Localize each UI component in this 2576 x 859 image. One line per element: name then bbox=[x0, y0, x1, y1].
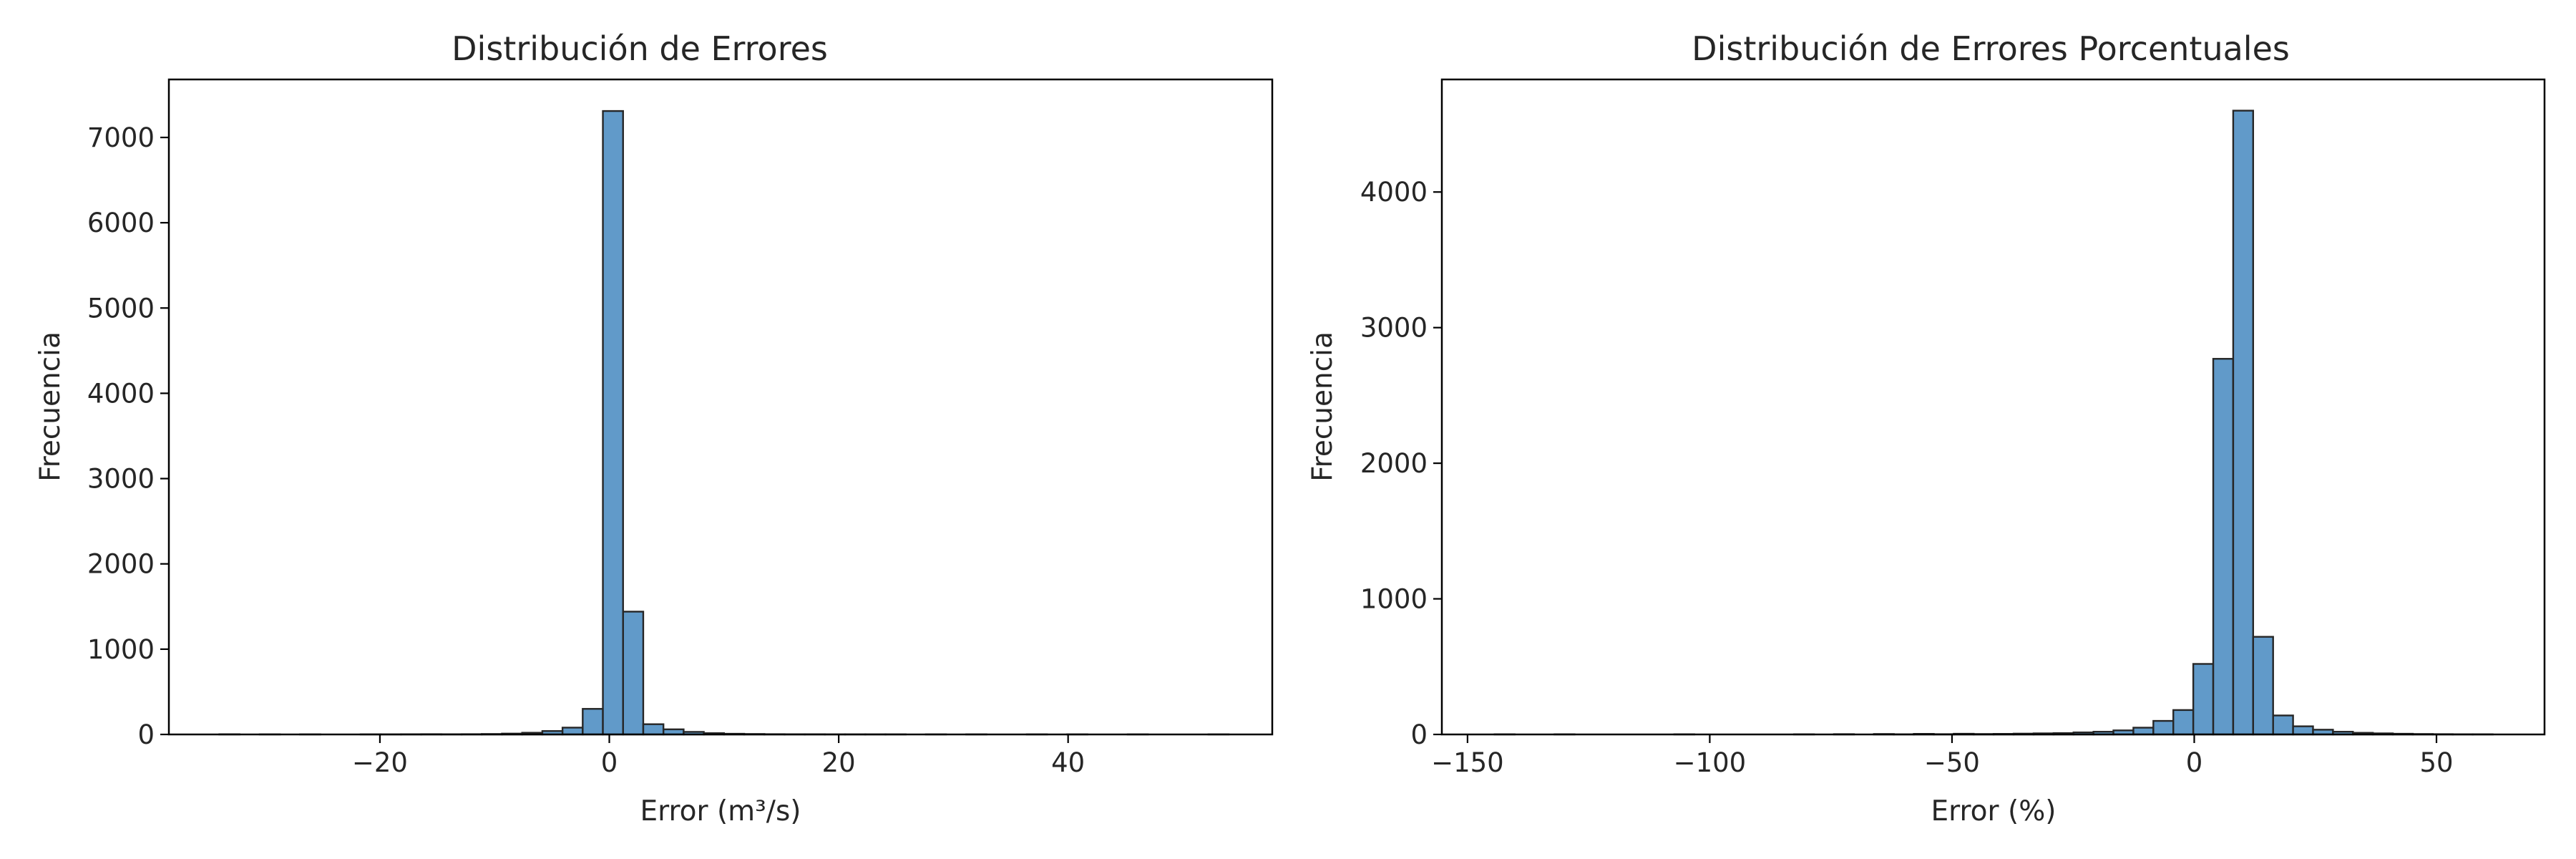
histogram-bar bbox=[2132, 727, 2155, 736]
histogram-bars bbox=[218, 110, 1230, 736]
y-tick-label: 1000 bbox=[87, 634, 155, 665]
histogram-bar bbox=[642, 723, 665, 736]
chart-percent-errors: Distribución de Errores Porcentuales −15… bbox=[1307, 29, 2546, 828]
histogram-bar bbox=[622, 611, 645, 736]
x-axis-ticks: −20 0 20 40 bbox=[352, 734, 1085, 778]
chart-title: Distribución de Errores bbox=[452, 29, 828, 68]
x-tick-label: 0 bbox=[2186, 747, 2203, 778]
x-axis-label: Error (%) bbox=[1931, 795, 2057, 828]
plot-frame bbox=[167, 78, 1274, 736]
histogram-bar bbox=[561, 727, 584, 736]
y-tick-label: 4000 bbox=[1360, 177, 1428, 208]
y-tick-label: 5000 bbox=[87, 293, 155, 324]
y-axis-ticks: 0 1000 2000 3000 4000 bbox=[1360, 177, 1442, 750]
histogram-bar bbox=[2252, 636, 2274, 736]
x-tick-label: 20 bbox=[822, 747, 856, 778]
y-tick-label: 7000 bbox=[87, 122, 155, 153]
histogram-bar bbox=[2292, 725, 2314, 736]
y-tick-label: 4000 bbox=[87, 378, 155, 409]
chart-title: Distribución de Errores Porcentuales bbox=[1692, 29, 2290, 68]
plot-frame bbox=[1440, 78, 2546, 736]
y-tick-label: 0 bbox=[137, 719, 155, 750]
y-tick-label: 0 bbox=[1410, 719, 1428, 750]
x-axis-label: Error (m³/s) bbox=[640, 795, 801, 828]
x-tick-label: −100 bbox=[1674, 747, 1747, 778]
histogram-bar bbox=[2212, 358, 2235, 736]
histogram-bar bbox=[582, 708, 604, 736]
y-axis-label: Frecuencia bbox=[34, 331, 67, 482]
x-tick-label: 0 bbox=[601, 747, 618, 778]
histogram-bar bbox=[2192, 663, 2215, 736]
x-axis-ticks: −150 −100 −50 0 50 bbox=[1431, 734, 2454, 778]
y-tick-label: 3000 bbox=[1360, 313, 1428, 344]
x-tick-label: 50 bbox=[2419, 747, 2453, 778]
x-tick-label: −150 bbox=[1431, 747, 1504, 778]
y-axis-label: Frecuencia bbox=[1307, 331, 1339, 482]
histogram-bar bbox=[2152, 719, 2175, 736]
y-tick-label: 2000 bbox=[87, 549, 155, 580]
histogram-bars bbox=[1493, 110, 2494, 736]
y-tick-label: 1000 bbox=[1360, 584, 1428, 615]
histogram-bar bbox=[2172, 709, 2195, 736]
y-tick-label: 2000 bbox=[1360, 448, 1428, 479]
y-tick-label: 3000 bbox=[87, 464, 155, 495]
y-axis-ticks: 0 1000 2000 3000 4000 5000 6000 7000 bbox=[87, 122, 169, 750]
histogram-bar bbox=[602, 110, 624, 736]
y-tick-label: 6000 bbox=[87, 208, 155, 238]
x-tick-label: 40 bbox=[1051, 747, 1085, 778]
x-tick-label: −50 bbox=[1924, 747, 1980, 778]
histogram-bar bbox=[2232, 110, 2255, 736]
x-tick-label: −20 bbox=[352, 747, 408, 778]
histogram-bar bbox=[2272, 714, 2294, 736]
chart-errors: Distribución de Errores −20 0 20 40 0 1000 20… bbox=[34, 29, 1274, 828]
